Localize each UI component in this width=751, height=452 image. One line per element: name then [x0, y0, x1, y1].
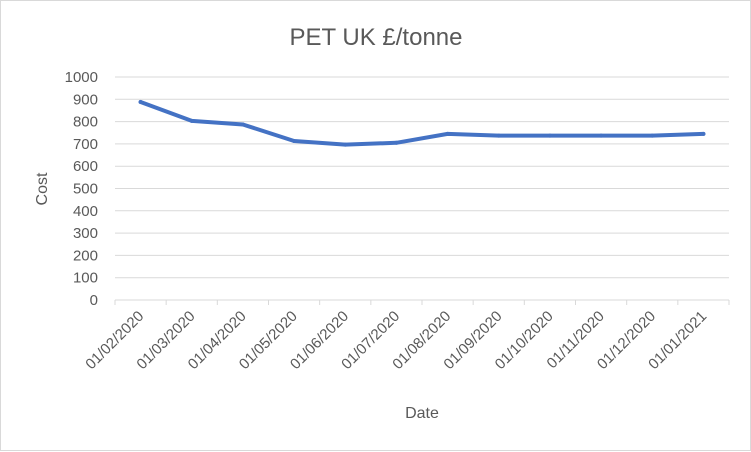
- series-group: [138, 99, 706, 147]
- data-point: [343, 142, 348, 147]
- y-tick-label: 700: [73, 136, 98, 153]
- y-tick-label: 300: [73, 225, 98, 242]
- y-tick-label: 400: [73, 203, 98, 220]
- x-axis-ticks: 01/02/202001/03/202001/04/202001/05/2020…: [82, 308, 710, 373]
- data-point: [189, 118, 194, 123]
- y-axis-title: Cost: [34, 172, 51, 205]
- data-point: [292, 139, 297, 144]
- data-point: [240, 122, 245, 127]
- series-line: [138, 100, 706, 147]
- x-axis: [114, 299, 730, 305]
- data-point: [138, 99, 143, 104]
- x-axis-title: Date: [405, 405, 439, 422]
- y-axis-ticks: 0 100 200 300 400 500 600 700 800 900 1000: [65, 69, 98, 309]
- data-point: [445, 131, 450, 136]
- data-point: [599, 133, 604, 138]
- chart-title: PET UK £/tonne: [290, 24, 463, 51]
- y-tick-label: 200: [73, 247, 98, 264]
- y-tick-label: 900: [73, 91, 98, 108]
- y-tick-label: 0: [90, 292, 98, 309]
- data-point: [496, 133, 501, 138]
- gridlines: [115, 76, 729, 279]
- y-tick-label: 600: [73, 158, 98, 175]
- data-point: [394, 140, 399, 145]
- data-point: [701, 131, 706, 136]
- y-tick-label: 500: [73, 181, 98, 198]
- data-point: [547, 133, 552, 138]
- data-point: [650, 133, 655, 138]
- y-tick-label: 100: [73, 270, 98, 287]
- y-tick-label: 1000: [65, 69, 98, 86]
- y-tick-label: 800: [73, 114, 98, 131]
